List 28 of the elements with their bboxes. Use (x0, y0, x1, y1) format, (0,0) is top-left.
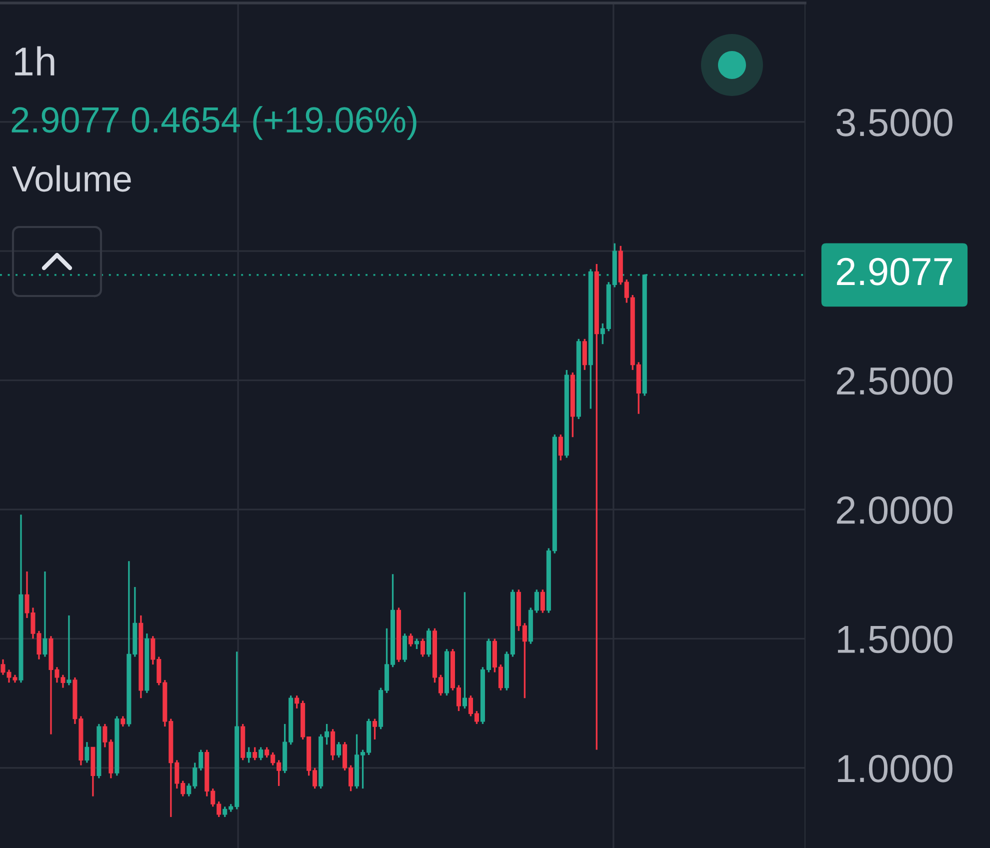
candlestick (558, 434, 563, 462)
candlestick (582, 338, 587, 371)
y-tick-label: 3.5000 (836, 108, 952, 136)
candlestick (414, 638, 420, 650)
candlestick (420, 638, 426, 658)
annotation: 2.9077 0.4654 (+19.06%) (12, 106, 416, 140)
candlestick (84, 741, 90, 764)
candlestick (336, 741, 342, 758)
candlestick (462, 591, 467, 710)
candlestick (246, 746, 252, 764)
y-tick-label: 1.0000 (838, 754, 952, 782)
candlestick (402, 632, 408, 663)
candlestick (42, 570, 48, 658)
candlestick (252, 746, 258, 761)
y-tick-label: 1.5000 (838, 626, 952, 654)
candlestick (408, 632, 414, 648)
candlestick (540, 588, 545, 614)
candlestick (330, 728, 336, 761)
annotation: Volume (12, 165, 131, 192)
y-tick-label: 2.0000 (836, 496, 952, 524)
text: 1h (15, 46, 54, 76)
candlestick (372, 718, 378, 740)
candlestick (66, 614, 72, 686)
y-tick-label: 2.5000 (836, 367, 952, 395)
candlestick (426, 628, 432, 658)
ref-line-label: 2.9077 (836, 258, 952, 286)
candlestick (258, 746, 264, 761)
candlestick (120, 715, 126, 728)
